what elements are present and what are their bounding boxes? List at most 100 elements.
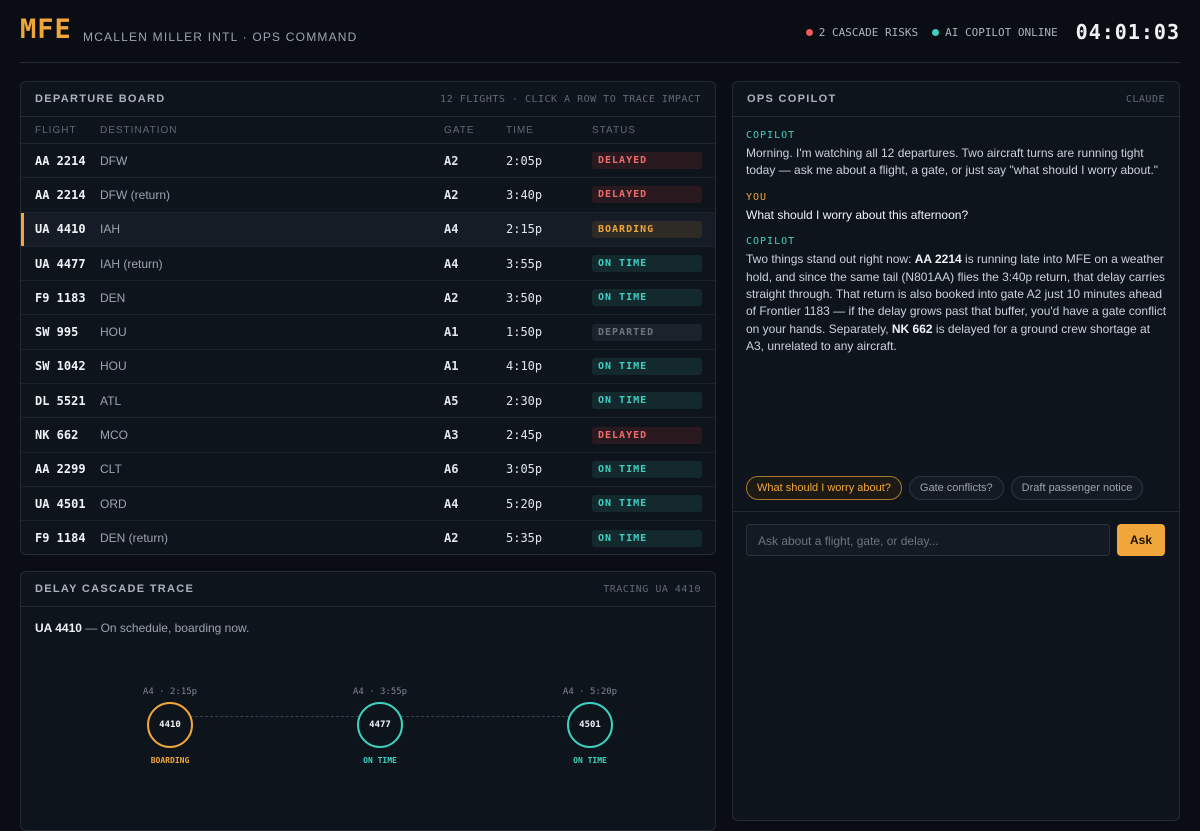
status-badge: ON TIME [592, 460, 702, 478]
speaker: COPILOT [746, 130, 796, 141]
status-cell: BOARDING [592, 220, 702, 238]
time: 2:05p [506, 153, 543, 168]
flight-row[interactable]: F9 1184 DEN (return) A2 5:35p ON TIME [21, 521, 715, 554]
message: COPILOT Morning. I'm watching all 12 depa… [746, 130, 1168, 180]
red-dot [805, 28, 813, 36]
time: 3:55p [506, 256, 543, 271]
destination: CLT [100, 462, 122, 477]
status-cell: DEPARTED [592, 323, 702, 341]
cascade-node: A4 · 3:55p 4477 ON TIME [330, 687, 430, 765]
copilot-panel: OPS COPILOT CLAUDE COPILOT Morning. I'm w… [732, 81, 1180, 821]
time: 2:30p [506, 393, 543, 408]
suggestions: What should I worry about? Gate conflicts… [746, 476, 1144, 500]
speaker: YOU [746, 191, 768, 203]
time: 3:50p [506, 290, 543, 305]
flight-row[interactable]: AA 2214 DFW A2 2:05p DELAYED [21, 144, 715, 179]
status-badge: ON TIME [592, 495, 702, 513]
flight-row[interactable]: NK 662 MCO A3 2:45p DELAYED [21, 418, 715, 453]
panel-header: OPS COPILOT CLAUDE [733, 82, 1179, 117]
status-cell: ON TIME [592, 255, 702, 273]
node-label: A4 · 3:55p [352, 687, 408, 697]
flight-row[interactable]: DL 5521 ATL A5 2:30p ON TIME [21, 384, 715, 419]
time: 3:05p [506, 462, 543, 477]
status-cell: ON TIME [592, 392, 702, 410]
gate: A1 [444, 325, 459, 340]
flight-row[interactable]: UA 4501 ORD A4 5:20p ON TIME [21, 487, 715, 522]
risk-indicator: 2 CASCADE RISKS [805, 25, 919, 39]
cascade-node: A4 · 5:20p 4501 ON TIME [540, 687, 640, 765]
flight: DL 5521 [35, 393, 86, 408]
summary-part: — On schedule, boarding now. [81, 621, 250, 635]
destination: DFW (return) [100, 187, 170, 202]
flight-row[interactable]: UA 4410 IAH A4 2:15p BOARDING [21, 212, 715, 247]
destination: DEN (return) [100, 531, 169, 546]
trace-summary: UA 4410 — On schedule, boarding now. [35, 621, 249, 635]
text-part: Two things stand out right now: [746, 252, 915, 267]
status-badge: ON TIME [592, 529, 702, 547]
flight-row[interactable]: AA 2214 DFW (return) A2 3:40p DELAYED [21, 178, 715, 213]
node-circle: 4477 [357, 702, 403, 748]
node-label: A4 · 5:20p [562, 687, 618, 697]
subtitle: MCALLEN MILLER INTL · OPS COMMAND [83, 30, 358, 44]
flight-row[interactable]: SW 995 HOU A1 1:50p DEPARTED [21, 315, 715, 350]
summary-part: UA 4410 [35, 621, 82, 635]
ask-button[interactable]: Ask [1117, 524, 1165, 556]
speaker: COPILOT [746, 236, 796, 248]
status-cell: ON TIME [592, 460, 702, 478]
text-part: What should I worry about this afternoon… [746, 207, 969, 222]
time: 5:20p [506, 496, 543, 511]
gate: A4 [444, 496, 459, 511]
time: 5:35p [506, 531, 543, 546]
status-cell: DELAYED [592, 186, 702, 204]
gate: A2 [444, 290, 459, 305]
gate: A5 [444, 393, 459, 408]
node-label: A4 · 2:15p [142, 687, 198, 697]
flight-row[interactable]: F9 1183 DEN A2 3:50p ON TIME [21, 281, 715, 316]
suggestion-chip[interactable]: Draft passenger notice [1010, 476, 1144, 500]
flight-row[interactable]: SW 1042 HOU A1 4:10p ON TIME [21, 350, 715, 385]
column-header: FLIGHT DESTINATION GATE TIME STATUS [21, 117, 715, 144]
flight: AA 2299 [35, 462, 86, 477]
time: 1:50p [506, 325, 543, 340]
destination: MCO [100, 428, 128, 443]
suggestion-chip[interactable]: What should I worry about? [746, 476, 902, 500]
status-cell: ON TIME [592, 289, 702, 307]
status-badge: BOARDING [592, 220, 702, 238]
node-status: ON TIME [573, 756, 607, 765]
panel-note: TRACING UA 4410 [603, 583, 701, 595]
chat-input[interactable]: Ask about a flight, gate, or delay... [746, 524, 1110, 556]
gate: A3 [444, 428, 459, 443]
suggestion-chip[interactable]: Gate conflicts? [908, 476, 1004, 500]
copilot-text: AI COPILOT ONLINE [945, 25, 1058, 39]
node-status: ON TIME [363, 756, 397, 765]
flight: UA 4501 [35, 496, 86, 511]
flight: SW 995 [35, 325, 79, 340]
status-badge: ON TIME [592, 289, 702, 307]
destination: ORD [100, 496, 127, 511]
teal-dot [932, 28, 940, 36]
risk-text: 2 CASCADE RISKS [818, 25, 919, 39]
time: 2:15p [506, 222, 543, 237]
gate: A1 [444, 359, 459, 374]
text-part: is running late into MFE on a weather ho… [746, 252, 1167, 336]
destination: DEN [100, 290, 126, 305]
cascade-node: A4 · 2:15p 4410 BOARDING [120, 687, 220, 765]
column-label: FLIGHT [35, 124, 77, 136]
gate: A2 [444, 153, 459, 168]
flight: F9 1184 [35, 531, 86, 546]
flight-row[interactable]: AA 2299 CLT A6 3:05p ON TIME [21, 453, 715, 487]
status-badge: DELAYED [592, 186, 702, 204]
message: YOU What should I worry about this aftern… [746, 192, 1168, 224]
panel-note: CLAUDE [1125, 93, 1165, 105]
status-bar: 2 CASCADE RISKS AI COPILOT ONLINE 04:01:… [805, 20, 1180, 44]
departure-board: DEPARTURE BOARD 12 FLIGHTS · CLICK A ROW… [20, 81, 716, 555]
status-cell: DELAYED [592, 426, 702, 444]
panel-header: DEPARTURE BOARD 12 FLIGHTS · CLICK A ROW… [21, 82, 715, 117]
flight-row[interactable]: UA 4477 IAH (return) A4 3:55p ON TIME [21, 247, 715, 282]
text-part: Morning. I'm watching all 12 departures.… [746, 146, 1159, 178]
status-badge: ON TIME [592, 255, 702, 273]
panel-title: OPS COPILOT [747, 93, 837, 105]
column-label: TIME [506, 124, 534, 136]
flight: UA 4477 [35, 256, 86, 271]
node-circle: 4410 [147, 702, 193, 748]
